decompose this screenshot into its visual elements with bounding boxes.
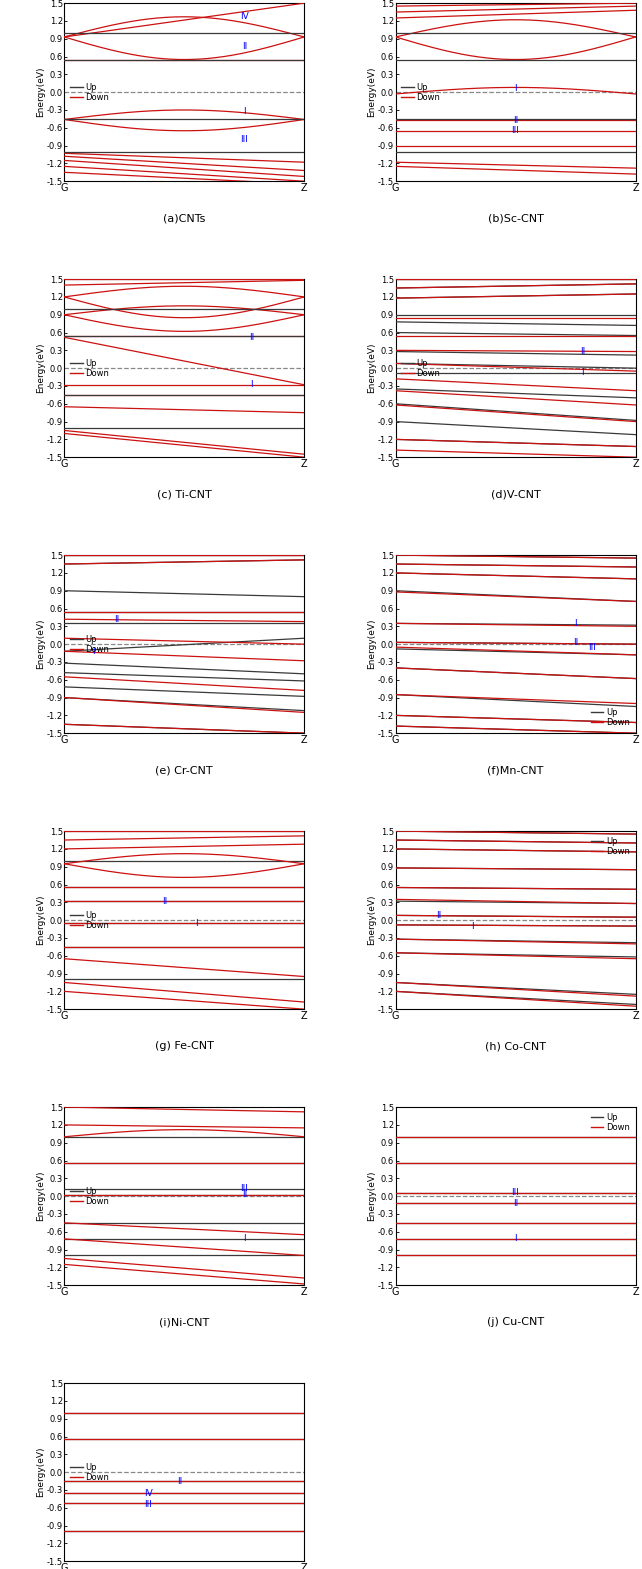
Text: I: I (574, 618, 577, 628)
Y-axis label: Energy(eV): Energy(eV) (367, 344, 376, 394)
Text: II: II (436, 912, 441, 919)
Text: II: II (162, 896, 168, 905)
Text: I: I (582, 369, 584, 378)
Text: III: III (512, 126, 519, 135)
Y-axis label: Energy(eV): Energy(eV) (36, 1447, 45, 1497)
Text: III: III (240, 135, 248, 144)
Y-axis label: Energy(eV): Energy(eV) (36, 618, 45, 670)
Text: (d)V-CNT: (d)V-CNT (490, 490, 541, 499)
Legend: Up, Down: Up, Down (68, 632, 110, 656)
Text: (e) Cr-CNT: (e) Cr-CNT (155, 766, 213, 775)
Legend: Up, Down: Up, Down (68, 356, 110, 380)
Text: III: III (512, 1188, 519, 1197)
Text: III: III (144, 1500, 152, 1509)
Legend: Up, Down: Up, Down (68, 82, 110, 104)
Text: I: I (514, 1235, 517, 1243)
Text: IV: IV (240, 13, 248, 22)
Text: I: I (92, 646, 94, 656)
Text: (g) Fe-CNT: (g) Fe-CNT (155, 1042, 214, 1051)
Text: II: II (241, 42, 247, 50)
Y-axis label: Energy(eV): Energy(eV) (36, 1170, 45, 1221)
Y-axis label: Energy(eV): Energy(eV) (367, 1170, 376, 1221)
Text: I: I (243, 1235, 246, 1243)
Legend: Up, Down: Up, Down (68, 1461, 110, 1483)
Y-axis label: Energy(eV): Energy(eV) (36, 894, 45, 946)
Text: (b)Sc-CNT: (b)Sc-CNT (488, 213, 544, 223)
Text: (a)CNTs: (a)CNTs (163, 213, 205, 223)
Text: II: II (580, 347, 586, 356)
Text: II: II (241, 1191, 247, 1199)
Text: (j) Cu-CNT: (j) Cu-CNT (487, 1318, 544, 1327)
Y-axis label: Energy(eV): Energy(eV) (36, 67, 45, 118)
Text: I: I (243, 107, 246, 116)
Text: II: II (513, 1199, 518, 1208)
Legend: Up, Down: Up, Down (68, 1185, 110, 1208)
Y-axis label: Energy(eV): Energy(eV) (367, 67, 376, 118)
Text: I: I (195, 918, 198, 927)
Text: II: II (177, 1476, 182, 1486)
Text: II: II (573, 639, 578, 646)
Text: I: I (250, 380, 253, 389)
Text: (i)Ni-CNT: (i)Ni-CNT (159, 1318, 209, 1327)
Y-axis label: Energy(eV): Energy(eV) (367, 618, 376, 670)
Text: II: II (114, 615, 119, 624)
Legend: Up, Down: Up, Down (589, 835, 632, 858)
Text: III: III (240, 1185, 248, 1192)
Legend: Up, Down: Up, Down (68, 908, 110, 932)
Legend: Up, Down: Up, Down (400, 82, 442, 104)
Legend: Up, Down: Up, Down (589, 1111, 632, 1134)
Legend: Up, Down: Up, Down (589, 706, 632, 730)
Y-axis label: Energy(eV): Energy(eV) (36, 344, 45, 394)
Text: II: II (249, 333, 254, 342)
Text: IV: IV (144, 1489, 153, 1498)
Text: II: II (513, 116, 518, 124)
Text: (c) Ti-CNT: (c) Ti-CNT (157, 490, 212, 499)
Y-axis label: Energy(eV): Energy(eV) (367, 894, 376, 946)
Legend: Up, Down: Up, Down (400, 356, 442, 380)
Text: I: I (471, 921, 474, 930)
Text: (h) Co-CNT: (h) Co-CNT (485, 1042, 546, 1051)
Text: III: III (589, 643, 596, 651)
Text: (f)Mn-CNT: (f)Mn-CNT (487, 766, 544, 775)
Text: I: I (514, 83, 517, 93)
